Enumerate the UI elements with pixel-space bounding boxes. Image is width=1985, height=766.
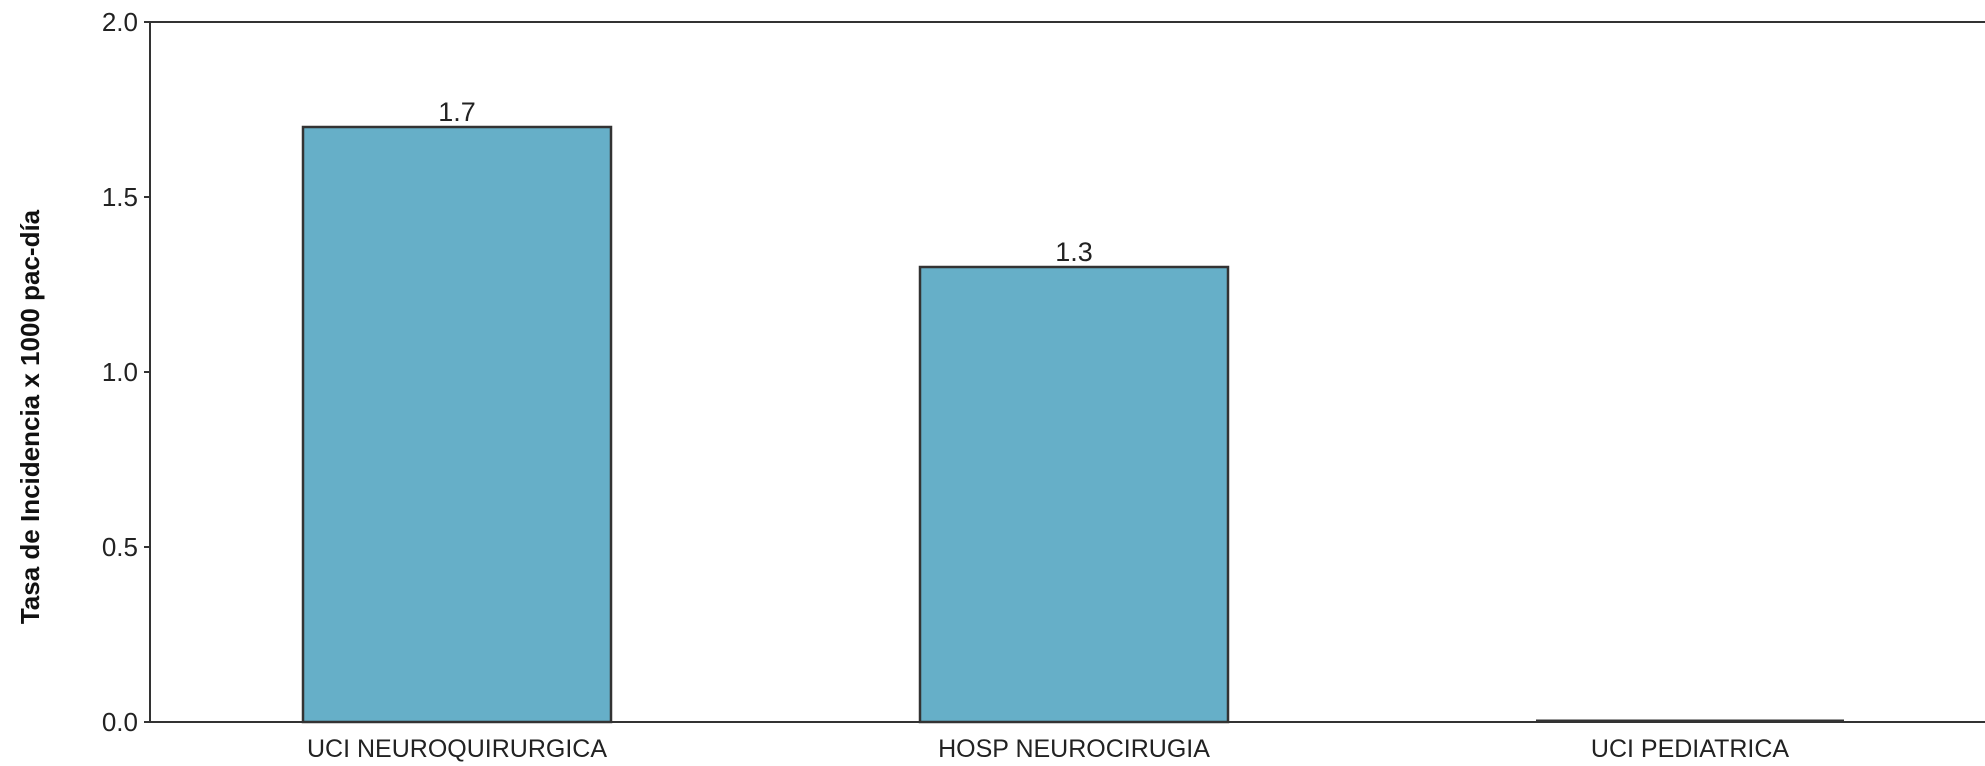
bar [918, 265, 1230, 724]
x-axis-labels: UCI NEUROQUIRURGICA HOSP NEUROCIRUGIA UCI … [307, 735, 1789, 763]
bar [301, 125, 613, 724]
y-tick-label: 0.0 [102, 707, 138, 737]
y-tick-label: 0.5 [102, 532, 138, 562]
x-tick-label: HOSP NEUROCIRUGIA [938, 735, 1210, 763]
y-axis-ticks: 0.0 0.5 1.0 1.5 2.0 [102, 7, 150, 737]
data-label: 1.3 [1055, 237, 1093, 267]
bars [301, 125, 1844, 724]
y-tick-label: 1.0 [102, 357, 138, 387]
x-tick-label: UCI NEUROQUIRURGICA [307, 735, 607, 763]
y-axis-title: Tasa de Incidencia x 1000 pac-día [15, 209, 45, 624]
y-tick-label: 2.0 [102, 7, 138, 37]
data-label: 1.7 [438, 97, 476, 127]
y-tick-label: 1.5 [102, 182, 138, 212]
x-tick-label: UCI PEDIATRICA [1591, 735, 1789, 763]
data-labels: 1.7 1.3 [438, 97, 1093, 267]
